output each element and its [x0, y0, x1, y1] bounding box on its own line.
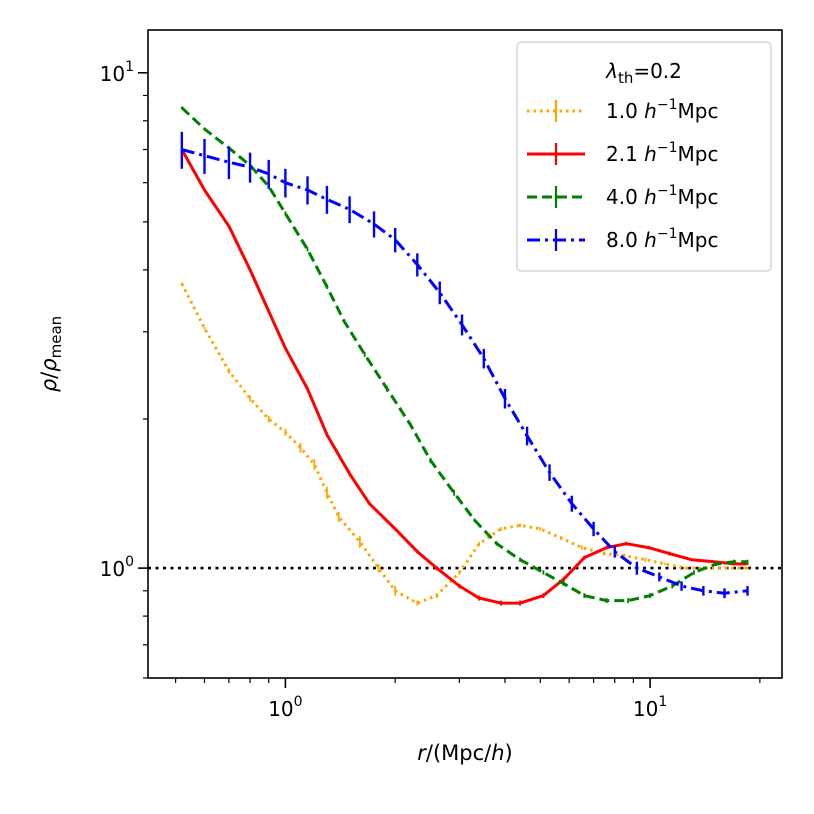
- y-axis-label: ρ/ρmean: [37, 316, 65, 392]
- legend-title: λth=0.2: [605, 59, 682, 87]
- legend-label-2: 2.1 h−1Mpc: [606, 140, 718, 166]
- series-line-2: [180, 148, 748, 605]
- series-4: [180, 131, 749, 599]
- legend-title-sub: th: [618, 69, 633, 87]
- y-tick-label-1: 100: [100, 554, 134, 581]
- y-tick-label-10: 101: [100, 59, 134, 86]
- x-tick-label-1: 100: [268, 694, 302, 721]
- legend-label-3: 4.0 h−1Mpc: [606, 183, 718, 209]
- series-layer: [180, 106, 749, 606]
- series-3: [180, 106, 749, 604]
- legend: λth=0.2 1.0 h−1Mpc 2.1 h−1Mpc 4.0 h−1Mpc 8.…: [516, 41, 772, 272]
- series-line-3: [180, 106, 748, 603]
- series-1: [180, 282, 749, 606]
- legend-entries: 1.0 h−1Mpc 2.1 h−1Mpc 4.0 h−1Mpc 8.0 h−1Mpc: [527, 97, 718, 252]
- legend-label-4: 8.0 h−1Mpc: [606, 226, 718, 252]
- legend-label-1: 1.0 h−1Mpc: [606, 97, 718, 123]
- x-tick-label-10: 101: [633, 694, 667, 721]
- legend-entry-3: 4.0 h−1Mpc: [527, 183, 718, 209]
- legend-entry-4: 8.0 h−1Mpc: [527, 226, 718, 252]
- legend-entry-1: 1.0 h−1Mpc: [527, 97, 718, 123]
- plot-frame: [147, 29, 783, 679]
- tick-layer: 100 101 100 101: [100, 59, 761, 721]
- legend-box: [516, 41, 772, 272]
- x-axis-label: r/(Mpc/h): [417, 741, 513, 765]
- series-line-1: [180, 283, 748, 605]
- legend-entry-2: 2.1 h−1Mpc: [527, 140, 718, 166]
- series-line-4: [181, 148, 748, 595]
